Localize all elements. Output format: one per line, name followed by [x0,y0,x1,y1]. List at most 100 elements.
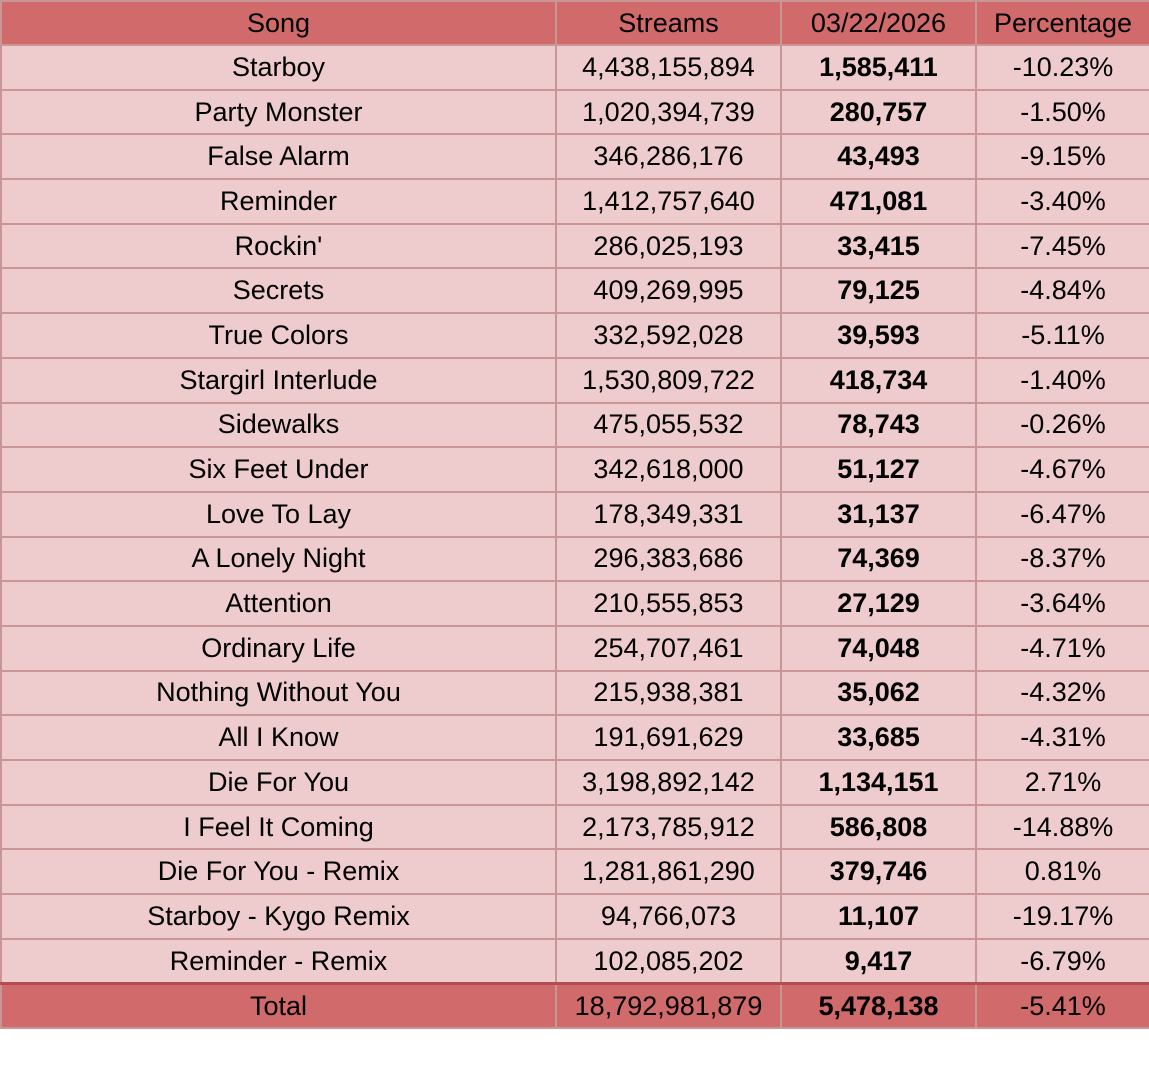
song-cell: Party Monster [0,88,557,136]
daily-streams-cell: 586,808 [780,803,977,851]
daily-streams-cell: 1,134,151 [780,759,977,806]
daily-streams-cell: 78,743 [780,401,977,449]
total-daily: 5,478,138 [780,982,977,1030]
table-row: Party Monster 1,020,394,739 280,757 -1.50% [0,88,1149,136]
streams-cell: 1,412,757,640 [555,178,782,225]
daily-streams-cell: 33,685 [780,714,977,761]
table-row: Reminder 1,412,757,640 471,081 -3.40% [0,178,1149,225]
streams-cell: 2,173,785,912 [555,803,782,851]
song-cell: A Lonely Night [0,535,557,583]
table-row: Stargirl Interlude 1,530,809,722 418,734 -1… [0,356,1149,404]
song-cell: All I Know [0,714,557,761]
percentage-cell: -1.40% [975,356,1149,404]
header-streams: Streams [555,0,782,46]
table-row: I Feel It Coming 2,173,785,912 586,808 -14.… [0,803,1149,851]
table-row: Starboy 4,438,155,894 1,585,411 -10.23% [0,44,1149,91]
header-date: 03/22/2026 [780,0,977,46]
song-cell: Love To Lay [0,490,557,538]
table-row: Sidewalks 475,055,532 78,743 -0.26% [0,401,1149,449]
table-row: False Alarm 346,286,176 43,493 -9.15% [0,133,1149,181]
percentage-cell: -7.45% [975,222,1149,270]
percentage-cell: -0.26% [975,401,1149,449]
daily-streams-cell: 27,129 [780,580,977,627]
daily-streams-cell: 31,137 [780,490,977,538]
table-row: Reminder - Remix 102,085,202 9,417 -6.79% [0,937,1149,985]
percentage-cell: -14.88% [975,803,1149,851]
daily-streams-cell: 79,125 [780,267,977,315]
percentage-cell: 2.71% [975,759,1149,806]
percentage-cell: -3.40% [975,178,1149,225]
table-row: Nothing Without You 215,938,381 35,062 -4.3… [0,669,1149,717]
streams-cell: 286,025,193 [555,222,782,270]
streams-cell: 1,020,394,739 [555,88,782,136]
song-cell: I Feel It Coming [0,803,557,851]
table-row: Die For You 3,198,892,142 1,134,151 2.71% [0,759,1149,806]
streams-cell: 94,766,073 [555,893,782,940]
percentage-cell: -1.50% [975,88,1149,136]
table-row: True Colors 332,592,028 39,593 -5.11% [0,312,1149,359]
daily-streams-cell: 11,107 [780,893,977,940]
song-cell: Nothing Without You [0,669,557,717]
streams-cell: 102,085,202 [555,937,782,985]
daily-streams-cell: 280,757 [780,88,977,136]
song-cell: Stargirl Interlude [0,356,557,404]
streams-cell: 1,281,861,290 [555,848,782,896]
song-cell: True Colors [0,312,557,359]
song-cell: Starboy [0,44,557,91]
daily-streams-cell: 418,734 [780,356,977,404]
table-row: Six Feet Under 342,618,000 51,127 -4.67% [0,446,1149,493]
table-row: Attention 210,555,853 27,129 -3.64% [0,580,1149,627]
total-label: Total [0,982,557,1030]
streams-cell: 342,618,000 [555,446,782,493]
daily-streams-cell: 1,585,411 [780,44,977,91]
percentage-cell: -4.84% [975,267,1149,315]
streams-cell: 4,438,155,894 [555,44,782,91]
percentage-cell: -5.11% [975,312,1149,359]
streams-cell: 3,198,892,142 [555,759,782,806]
song-cell: Die For You - Remix [0,848,557,896]
percentage-cell: 0.81% [975,848,1149,896]
header-row: Song Streams 03/22/2026 Percentage [0,0,1149,46]
percentage-cell: -4.71% [975,624,1149,672]
streams-cell: 1,530,809,722 [555,356,782,404]
song-cell: False Alarm [0,133,557,181]
streams-cell: 210,555,853 [555,580,782,627]
daily-streams-cell: 9,417 [780,937,977,985]
song-cell: Sidewalks [0,401,557,449]
streams-cell: 475,055,532 [555,401,782,449]
streams-cell: 409,269,995 [555,267,782,315]
song-cell: Ordinary Life [0,624,557,672]
table-row: Die For You - Remix 1,281,861,290 379,746 0… [0,848,1149,896]
song-cell: Six Feet Under [0,446,557,493]
daily-streams-cell: 39,593 [780,312,977,359]
header-percentage: Percentage [975,0,1149,46]
percentage-cell: -6.47% [975,490,1149,538]
table-body: Starboy 4,438,155,894 1,585,411 -10.23% Part… [0,44,1149,985]
streams-cell: 332,592,028 [555,312,782,359]
daily-streams-cell: 74,048 [780,624,977,672]
song-cell: Reminder - Remix [0,937,557,985]
table-row: Love To Lay 178,349,331 31,137 -6.47% [0,490,1149,538]
streams-cell: 346,286,176 [555,133,782,181]
song-cell: Secrets [0,267,557,315]
percentage-cell: -9.15% [975,133,1149,181]
streams-cell: 215,938,381 [555,669,782,717]
streams-cell: 296,383,686 [555,535,782,583]
song-cell: Die For You [0,759,557,806]
song-cell: Attention [0,580,557,627]
song-cell: Starboy - Kygo Remix [0,893,557,940]
percentage-cell: -10.23% [975,44,1149,91]
table-row: A Lonely Night 296,383,686 74,369 -8.37% [0,535,1149,583]
percentage-cell: -19.17% [975,893,1149,940]
header-song: Song [0,0,557,46]
daily-streams-cell: 33,415 [780,222,977,270]
table-row: Ordinary Life 254,707,461 74,048 -4.71% [0,624,1149,672]
daily-streams-cell: 379,746 [780,848,977,896]
daily-streams-cell: 74,369 [780,535,977,583]
table-row: Rockin' 286,025,193 33,415 -7.45% [0,222,1149,270]
total-streams: 18,792,981,879 [555,982,782,1030]
percentage-cell: -4.67% [975,446,1149,493]
song-cell: Rockin' [0,222,557,270]
daily-streams-cell: 43,493 [780,133,977,181]
total-percentage: -5.41% [975,982,1149,1030]
